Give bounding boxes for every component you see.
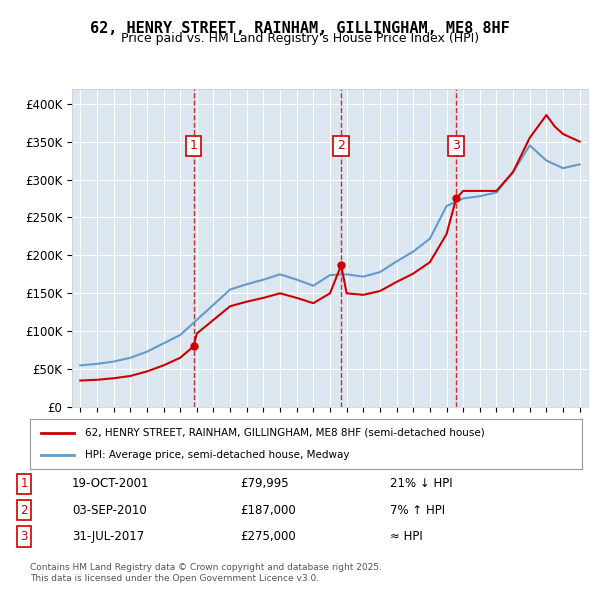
Text: 7% ↑ HPI: 7% ↑ HPI	[390, 504, 445, 517]
Text: 31-JUL-2017: 31-JUL-2017	[72, 530, 144, 543]
Text: 3: 3	[20, 530, 28, 543]
Text: 62, HENRY STREET, RAINHAM, GILLINGHAM, ME8 8HF (semi-detached house): 62, HENRY STREET, RAINHAM, GILLINGHAM, M…	[85, 428, 485, 438]
Text: 2: 2	[337, 139, 345, 152]
Text: 62, HENRY STREET, RAINHAM, GILLINGHAM, ME8 8HF: 62, HENRY STREET, RAINHAM, GILLINGHAM, M…	[90, 21, 510, 35]
Text: 2: 2	[20, 504, 28, 517]
Text: Price paid vs. HM Land Registry's House Price Index (HPI): Price paid vs. HM Land Registry's House …	[121, 32, 479, 45]
Text: £187,000: £187,000	[240, 504, 296, 517]
Text: HPI: Average price, semi-detached house, Medway: HPI: Average price, semi-detached house,…	[85, 450, 350, 460]
Text: ≈ HPI: ≈ HPI	[390, 530, 423, 543]
Text: 19-OCT-2001: 19-OCT-2001	[72, 477, 149, 490]
Text: 21% ↓ HPI: 21% ↓ HPI	[390, 477, 452, 490]
Text: 03-SEP-2010: 03-SEP-2010	[72, 504, 147, 517]
Text: £275,000: £275,000	[240, 530, 296, 543]
Text: 1: 1	[190, 139, 197, 152]
Text: Contains HM Land Registry data © Crown copyright and database right 2025.
This d: Contains HM Land Registry data © Crown c…	[30, 563, 382, 583]
Text: 1: 1	[20, 477, 28, 490]
Text: £79,995: £79,995	[240, 477, 289, 490]
Text: 3: 3	[452, 139, 460, 152]
